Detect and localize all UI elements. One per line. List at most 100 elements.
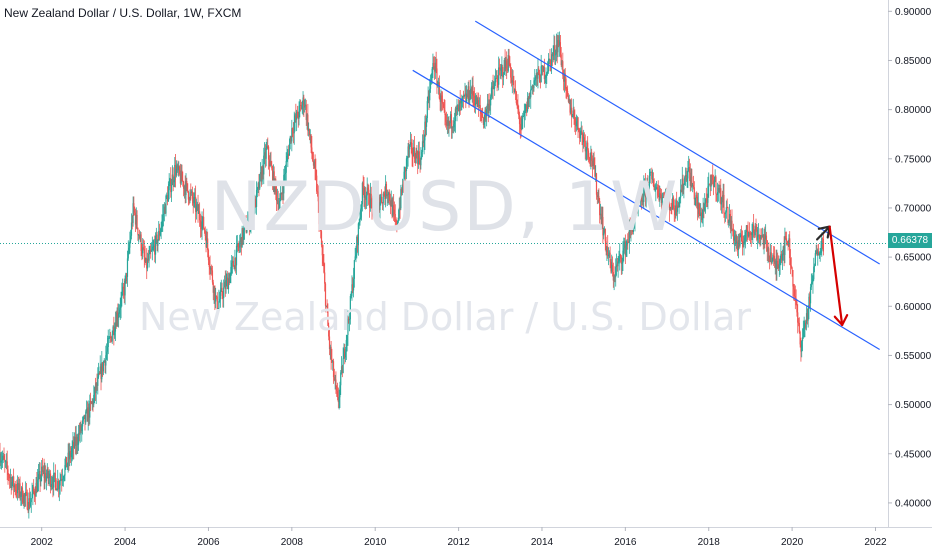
candle-body bbox=[615, 267, 617, 278]
x-tick-label: 2002 bbox=[31, 537, 54, 548]
candle-body bbox=[381, 196, 383, 203]
candle-body bbox=[21, 487, 24, 503]
candle-body bbox=[214, 286, 216, 302]
candle-body bbox=[741, 234, 743, 241]
candle-body bbox=[350, 295, 352, 297]
candle-body bbox=[492, 86, 494, 89]
candle-body bbox=[756, 229, 758, 240]
candle-body bbox=[456, 107, 458, 110]
candle-body bbox=[297, 117, 299, 119]
candle-body bbox=[782, 246, 784, 254]
candle-body bbox=[59, 480, 61, 486]
candle-body bbox=[409, 142, 412, 145]
candle-body bbox=[267, 146, 269, 147]
candle-body bbox=[718, 188, 720, 192]
candle-body bbox=[393, 209, 396, 215]
candle-body bbox=[817, 251, 820, 256]
candle-body bbox=[668, 195, 670, 201]
candle-body bbox=[457, 104, 459, 108]
candle-body bbox=[143, 249, 145, 258]
candle-body bbox=[19, 483, 21, 497]
candle-body bbox=[120, 297, 122, 308]
candle-body bbox=[174, 164, 176, 180]
candle-body bbox=[770, 252, 772, 264]
candle-body bbox=[45, 476, 48, 482]
candle-body bbox=[359, 217, 361, 223]
candle-body bbox=[299, 105, 301, 106]
candle-body bbox=[197, 203, 199, 214]
candle-body bbox=[158, 230, 161, 236]
candle-body bbox=[48, 477, 50, 479]
candle-body bbox=[606, 246, 608, 252]
candle-body bbox=[2, 455, 4, 459]
candle-body bbox=[377, 197, 380, 200]
candle-body bbox=[766, 240, 768, 252]
candle-body bbox=[295, 115, 297, 120]
candle-body bbox=[489, 104, 491, 106]
candle-body bbox=[822, 238, 824, 252]
candle-body bbox=[72, 442, 74, 448]
candle-body bbox=[627, 241, 630, 243]
candle-body bbox=[218, 301, 220, 309]
candle-body bbox=[339, 385, 341, 398]
candle-body bbox=[576, 117, 578, 122]
candle-body bbox=[780, 254, 782, 260]
candle-body bbox=[70, 452, 72, 458]
candle-body bbox=[252, 209, 254, 221]
candle-body bbox=[680, 189, 682, 198]
candle-body bbox=[590, 152, 592, 160]
candle-body bbox=[430, 75, 432, 82]
candle-body bbox=[425, 121, 427, 127]
candle-body bbox=[14, 485, 16, 491]
symbol-watermark: NZDUSD, 1W bbox=[210, 168, 680, 247]
candle-body bbox=[330, 346, 332, 359]
candle-body bbox=[587, 150, 590, 158]
candle-body bbox=[85, 408, 88, 412]
candle-body bbox=[555, 54, 557, 56]
candle-body bbox=[50, 484, 52, 488]
candle-body bbox=[199, 220, 202, 227]
candle-body bbox=[731, 220, 733, 229]
candle-body bbox=[541, 66, 543, 68]
candle-body bbox=[781, 253, 784, 261]
candle-body bbox=[74, 436, 76, 446]
candle-body bbox=[526, 104, 528, 112]
candle-body bbox=[181, 170, 183, 182]
candle-body bbox=[531, 85, 533, 89]
candle-body bbox=[341, 366, 343, 374]
candle-body bbox=[477, 100, 479, 108]
candle-body bbox=[46, 468, 48, 477]
candle-body bbox=[393, 205, 395, 210]
candle-body bbox=[116, 312, 118, 327]
candle-body bbox=[545, 73, 547, 78]
candle-body bbox=[142, 247, 144, 254]
candle-body bbox=[757, 234, 760, 236]
candle-body bbox=[454, 108, 456, 122]
candle-body bbox=[394, 214, 396, 222]
candle-body bbox=[89, 401, 91, 418]
candle-body bbox=[799, 331, 801, 345]
candle-body bbox=[35, 482, 37, 497]
candle-body bbox=[346, 335, 348, 341]
candle-body bbox=[7, 469, 9, 475]
candle-body bbox=[554, 45, 556, 56]
candle-body bbox=[255, 189, 258, 207]
candle-body bbox=[557, 40, 559, 53]
candle-body bbox=[336, 391, 339, 398]
candle-body bbox=[520, 127, 522, 130]
candle-body bbox=[401, 184, 404, 193]
candle-body bbox=[27, 509, 29, 511]
candle-body bbox=[289, 136, 291, 144]
candle-body bbox=[486, 103, 489, 110]
candle-body bbox=[368, 204, 371, 208]
candle-body bbox=[98, 372, 101, 374]
candle-body bbox=[490, 87, 493, 97]
candle-body bbox=[654, 189, 656, 191]
candle-body bbox=[684, 177, 686, 185]
candle-body bbox=[194, 196, 196, 198]
candle-body bbox=[164, 206, 166, 214]
candle-body bbox=[697, 202, 699, 210]
candle-body bbox=[595, 173, 597, 177]
